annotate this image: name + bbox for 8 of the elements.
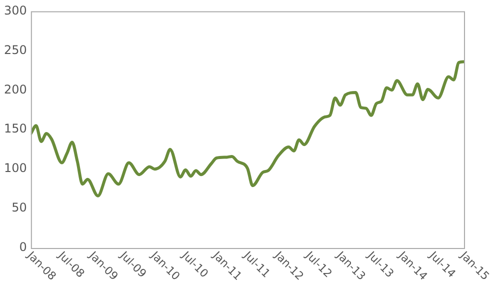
y-tick-label: 250 xyxy=(4,42,27,57)
line-series xyxy=(30,60,464,198)
y-tick-label: 50 xyxy=(12,200,27,215)
y-tick-label: 100 xyxy=(4,161,27,176)
y-tick-label: 150 xyxy=(4,122,27,136)
y-tick-label: 300 xyxy=(4,3,27,18)
y-tick-label: 200 xyxy=(4,82,27,96)
y-tick-label: 0 xyxy=(19,240,27,254)
